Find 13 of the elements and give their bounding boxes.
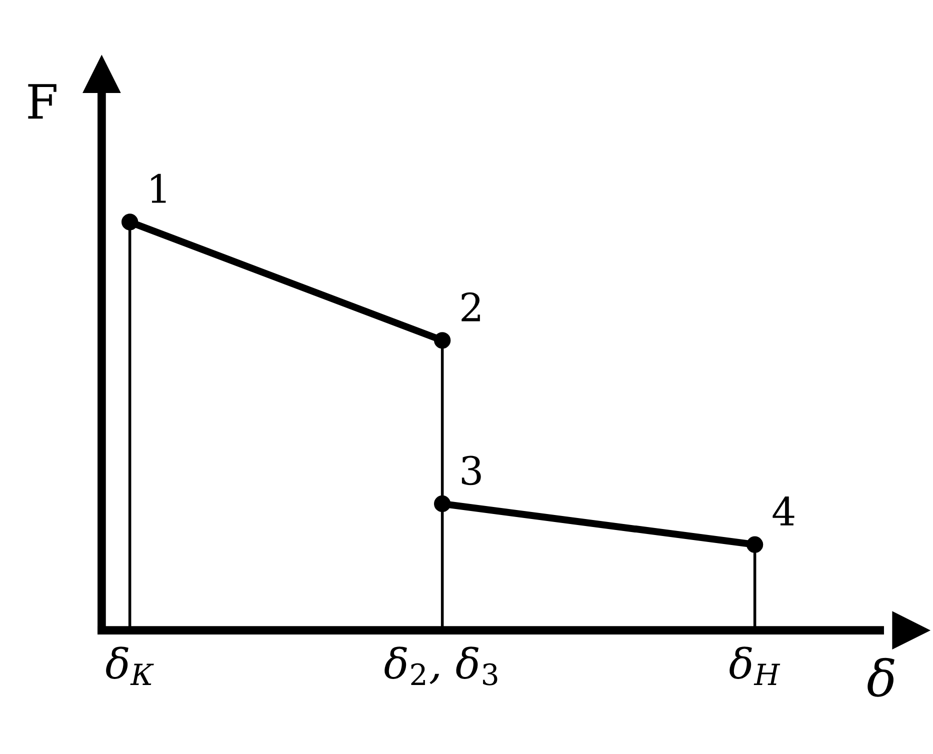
annotation: 4 — [772, 496, 794, 526]
point — [121, 214, 138, 230]
x-axis-title: δ — [868, 658, 894, 697]
annotation: 1 — [151, 174, 166, 203]
annotation: 3 — [462, 456, 481, 486]
x-tick-label: δ$_{Н}$ — [730, 646, 780, 685]
x-tick-label: δ$_{2}$, δ$_{3}$ — [384, 646, 498, 686]
y-axis-title: F — [28, 84, 56, 119]
annotation: 2 — [462, 292, 480, 322]
x-tick-label: δ$_{К}$ — [106, 646, 154, 685]
point — [434, 495, 451, 512]
point — [746, 536, 764, 553]
point — [434, 332, 451, 349]
